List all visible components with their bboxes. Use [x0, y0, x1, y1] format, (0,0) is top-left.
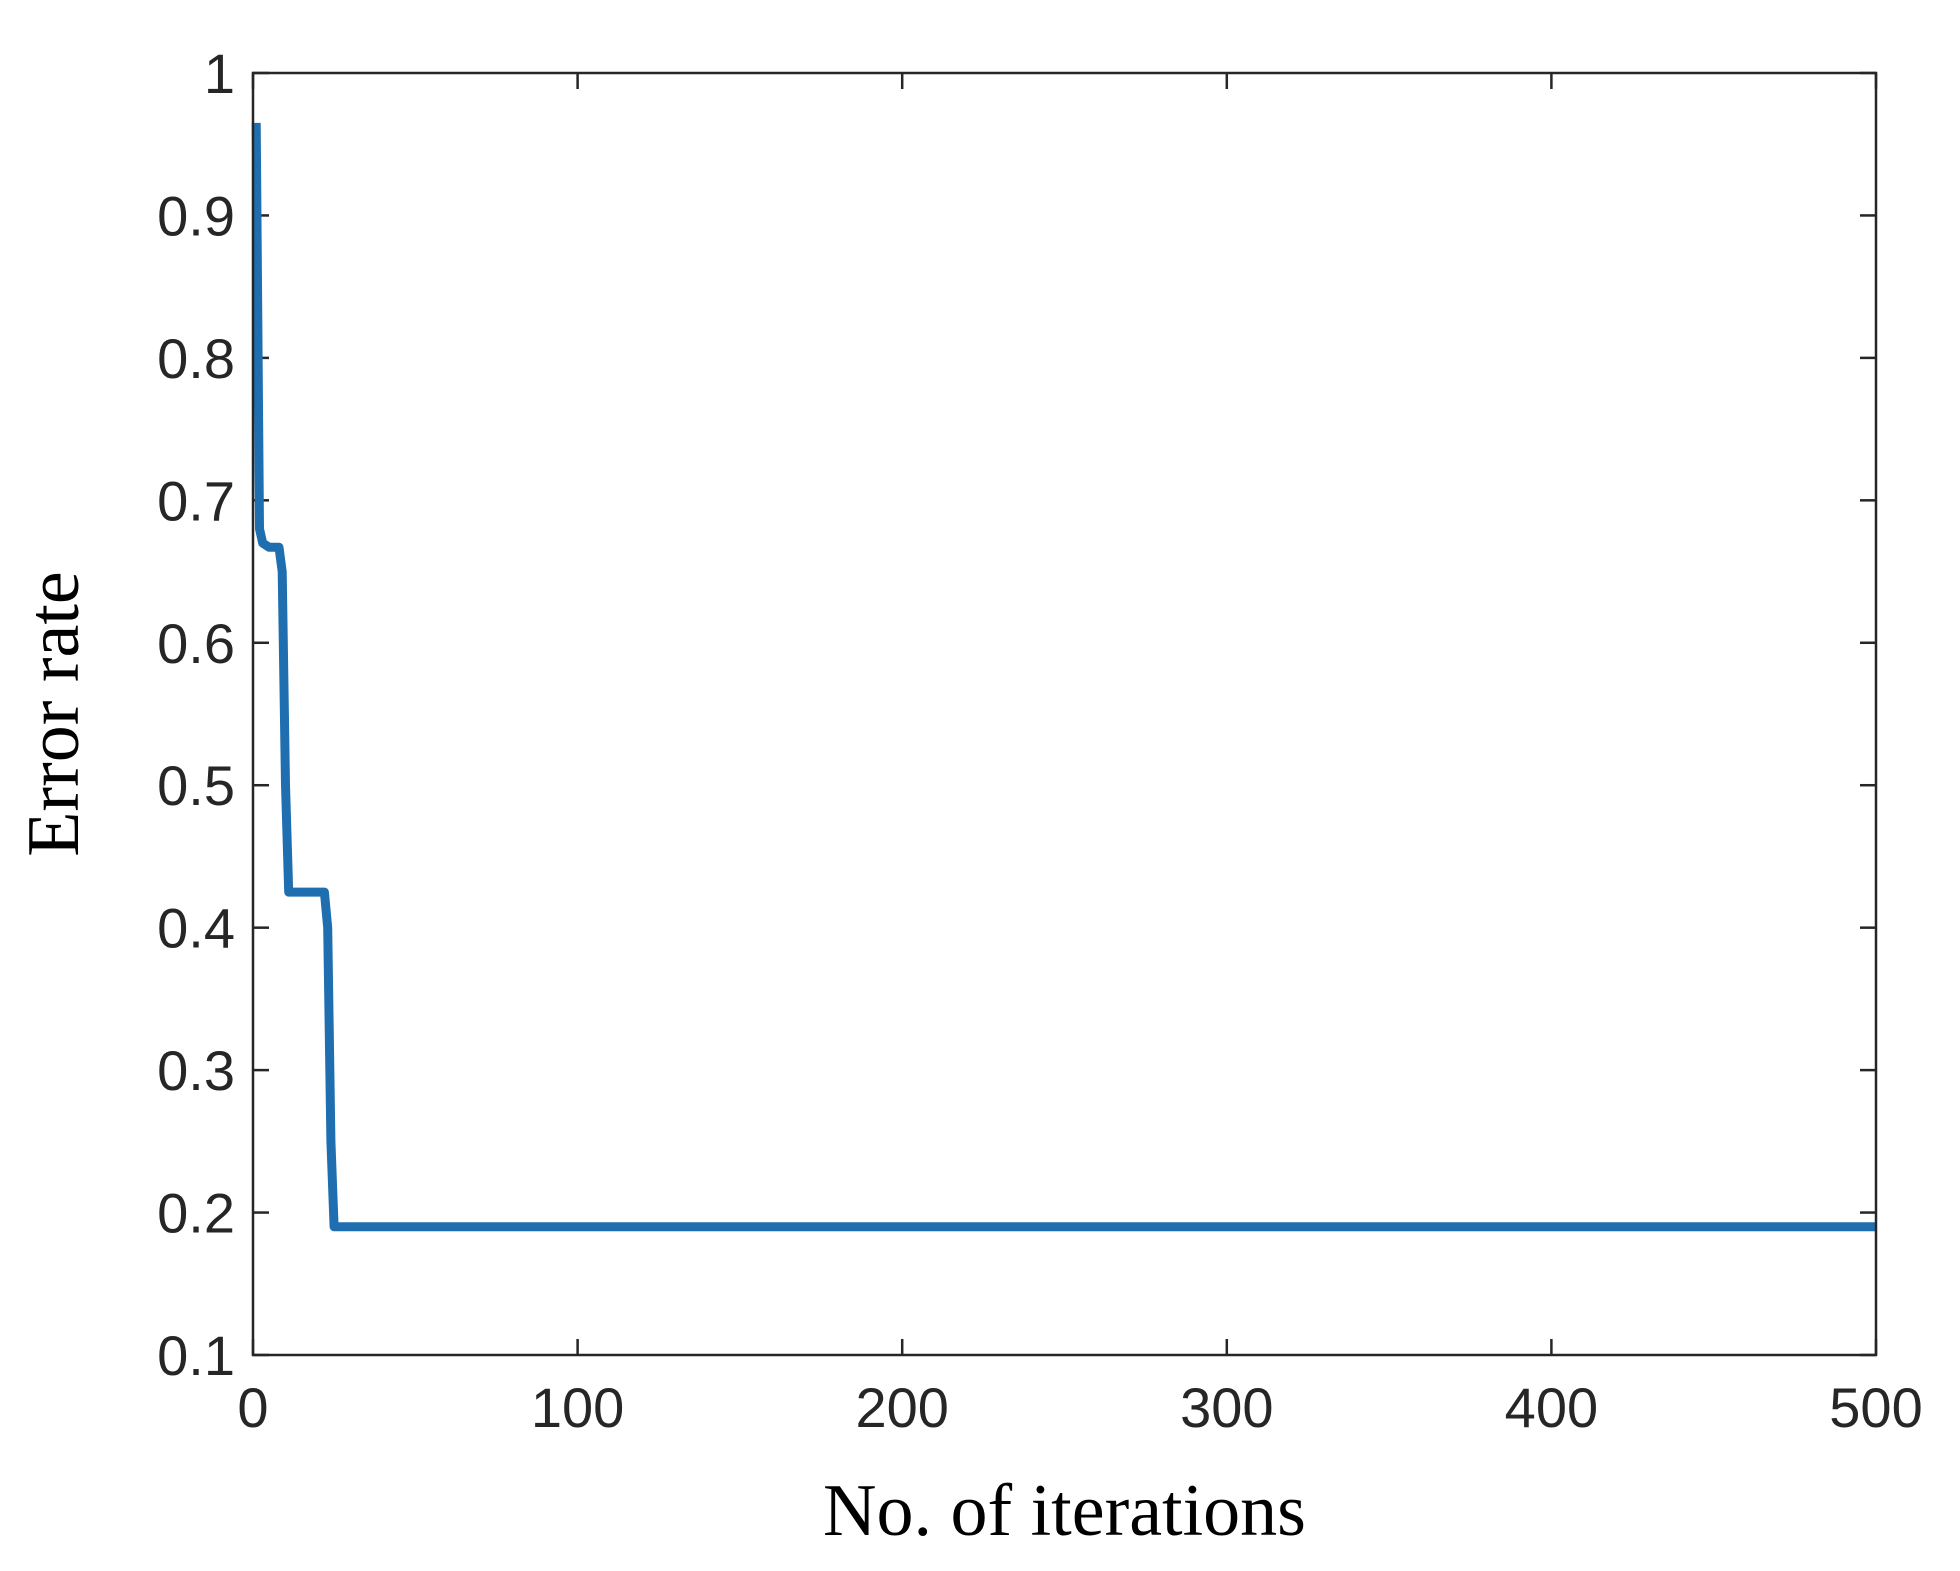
y-tick-label: 0.9 [157, 184, 235, 247]
x-axis-ticks: 0 100 200 300 400 500 [237, 73, 1923, 1439]
y-axis-ticks: 0.1 0.2 0.3 0.4 0.5 0.6 0.7 0.8 0.9 1 [157, 42, 1876, 1387]
x-tick-label: 200 [855, 1376, 948, 1439]
x-tick-label: 400 [1505, 1376, 1598, 1439]
plot-frame [251, 71, 1878, 1357]
y-axis-title: Error rate [13, 571, 95, 857]
x-tick-label: 300 [1180, 1376, 1273, 1439]
y-tick-label: 0.2 [157, 1182, 235, 1245]
x-tick-label: 0 [237, 1376, 268, 1439]
y-tick-label: 0.8 [157, 327, 235, 390]
y-tick-label: 0.1 [157, 1324, 235, 1387]
x-tick-label: 500 [1829, 1376, 1922, 1439]
x-axis-title: No. of iterations [823, 1470, 1306, 1552]
y-tick-label: 1 [204, 42, 235, 105]
y-tick-label: 0.3 [157, 1039, 235, 1102]
y-tick-label: 0.5 [157, 754, 235, 817]
x-tick-label: 100 [531, 1376, 624, 1439]
y-tick-label: 0.6 [157, 612, 235, 675]
series-line-0 [251, 122, 1876, 1232]
series-layer [251, 122, 1876, 1232]
y-tick-label: 0.4 [157, 897, 235, 960]
y-tick-label: 0.7 [157, 469, 235, 532]
